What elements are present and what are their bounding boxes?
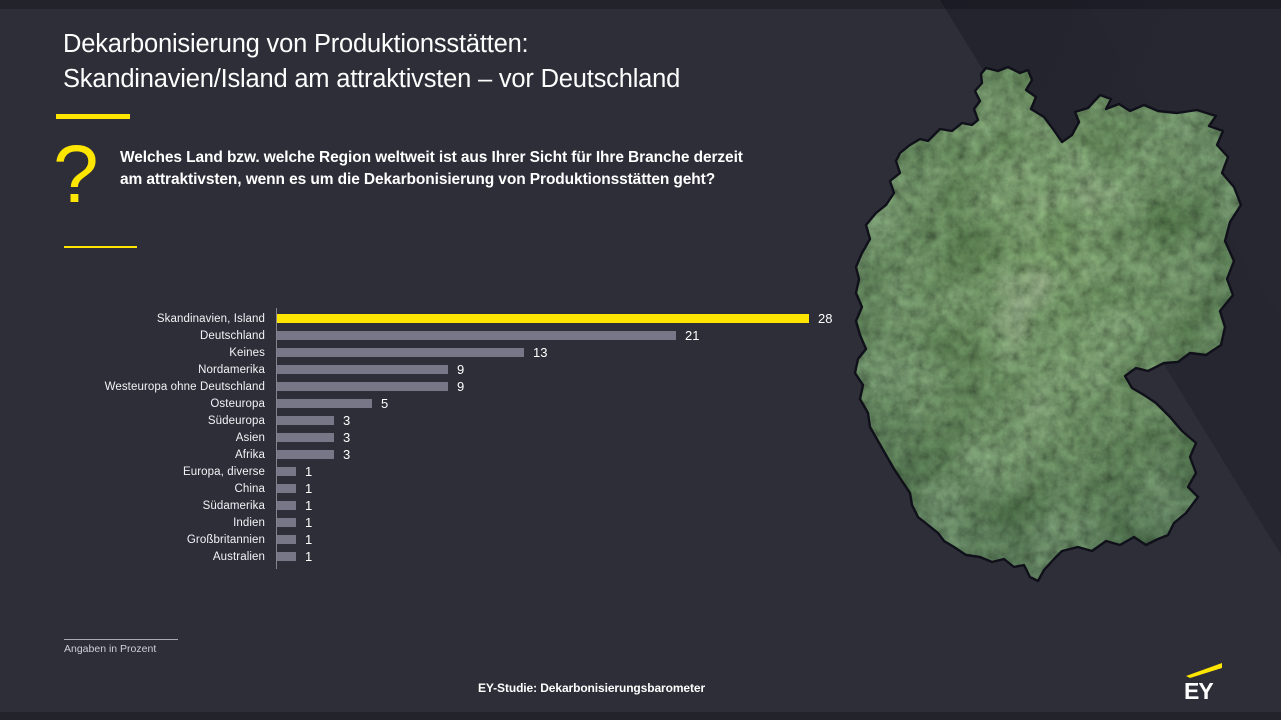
bar-value: 1 [305, 515, 313, 530]
bar [277, 331, 676, 340]
question-text: Welches Land bzw. welche Region weltweit… [120, 149, 743, 188]
chart-row: Keines 13 [64, 344, 832, 361]
chart-row: Europa, diverse 1 [64, 463, 832, 480]
chart-row: Nordamerika 9 [64, 361, 832, 378]
chart-row: China 1 [64, 480, 832, 497]
bar [277, 518, 296, 527]
bar-label: Keines [229, 346, 265, 359]
bar-label: Westeuropa ohne Deutschland [104, 380, 265, 393]
bar-value: 9 [457, 362, 465, 377]
bar-label: Indien [233, 516, 265, 529]
bar-label: Großbritannien [186, 533, 265, 546]
bar-label: Südeuropa [207, 414, 265, 427]
bar-chart: Skandinavien, Island 28 Deutschland 21 K… [64, 308, 833, 569]
bar-label: Südamerika [202, 499, 265, 512]
bar-value: 1 [305, 464, 313, 479]
chart-row: Indien 1 [64, 514, 832, 531]
bar-value: 1 [305, 532, 313, 547]
bar-value: 1 [305, 549, 313, 564]
ey-logo: EY [1184, 663, 1222, 703]
chart-row: Südeuropa 3 [64, 412, 832, 429]
bar [277, 399, 372, 408]
bar-label: Australien [212, 550, 265, 563]
bar [277, 314, 809, 323]
title-underline [56, 114, 130, 119]
chart-axis-line [276, 308, 277, 569]
chart-row: Großbritannien 1 [64, 531, 832, 548]
bar-value: 28 [818, 311, 833, 326]
bar-label: Nordamerika [198, 363, 265, 376]
chart-row: Asien 3 [64, 429, 832, 446]
title-line-1: Dekarbonisierung von Produktionsstätten: [63, 30, 529, 58]
bar [277, 552, 296, 561]
bar [277, 467, 296, 476]
chart-row: Australien 1 [64, 548, 832, 565]
chart-row: Skandinavien, Island 28 [64, 310, 833, 327]
bar [277, 433, 334, 442]
bar [277, 348, 524, 357]
footnote-divider [64, 639, 178, 640]
bar-label: Deutschland [199, 329, 265, 342]
bar-value: 3 [343, 413, 351, 428]
page-title: Dekarbonisierung von Produktionsstätten:… [63, 27, 680, 97]
bar-value: 13 [533, 345, 548, 360]
bar-label: Asien [235, 431, 265, 444]
question-mark-icon: ? [53, 129, 99, 220]
ey-logo-beam [1186, 663, 1222, 678]
bar-value: 9 [457, 379, 465, 394]
bar-value: 3 [343, 447, 351, 462]
top-edge-band [0, 0, 1281, 9]
bar-value: 1 [305, 481, 313, 496]
chart-row: Südamerika 1 [64, 497, 832, 514]
bar-label: Europa, diverse [182, 465, 265, 478]
bar-label: China [234, 482, 265, 495]
chart-row: Westeuropa ohne Deutschland 9 [64, 378, 832, 395]
bar [277, 416, 334, 425]
question-underline [64, 246, 137, 248]
chart-row: Deutschland 21 [64, 327, 832, 344]
bar-value: 5 [381, 396, 389, 411]
bottom-edge-band [0, 712, 1281, 720]
ey-logo-text: EY [1184, 678, 1213, 703]
title-line-2: Skandinavien/Island am attraktivsten – v… [63, 65, 681, 93]
germany-forest-map [853, 65, 1243, 583]
source-footer: EY-Studie: Dekarbonisierungsbarometer [478, 681, 706, 695]
bar-label: Skandinavien, Island [156, 312, 265, 325]
bar-value: 1 [305, 498, 313, 513]
chart-row: Afrika 3 [64, 446, 832, 463]
bar-value: 21 [685, 328, 700, 343]
bar [277, 501, 296, 510]
bar [277, 365, 448, 374]
bar [277, 484, 296, 493]
bar [277, 450, 334, 459]
bar-label: Osteuropa [210, 397, 265, 410]
bar-value: 3 [343, 430, 351, 445]
bar [277, 382, 448, 391]
chart-row: Osteuropa 5 [64, 395, 832, 412]
bar-label: Afrika [235, 448, 265, 461]
bar [277, 535, 296, 544]
footnote-text: Angaben in Prozent [64, 643, 157, 655]
bar-rows: Skandinavien, Island 28 Deutschland 21 K… [64, 310, 833, 565]
